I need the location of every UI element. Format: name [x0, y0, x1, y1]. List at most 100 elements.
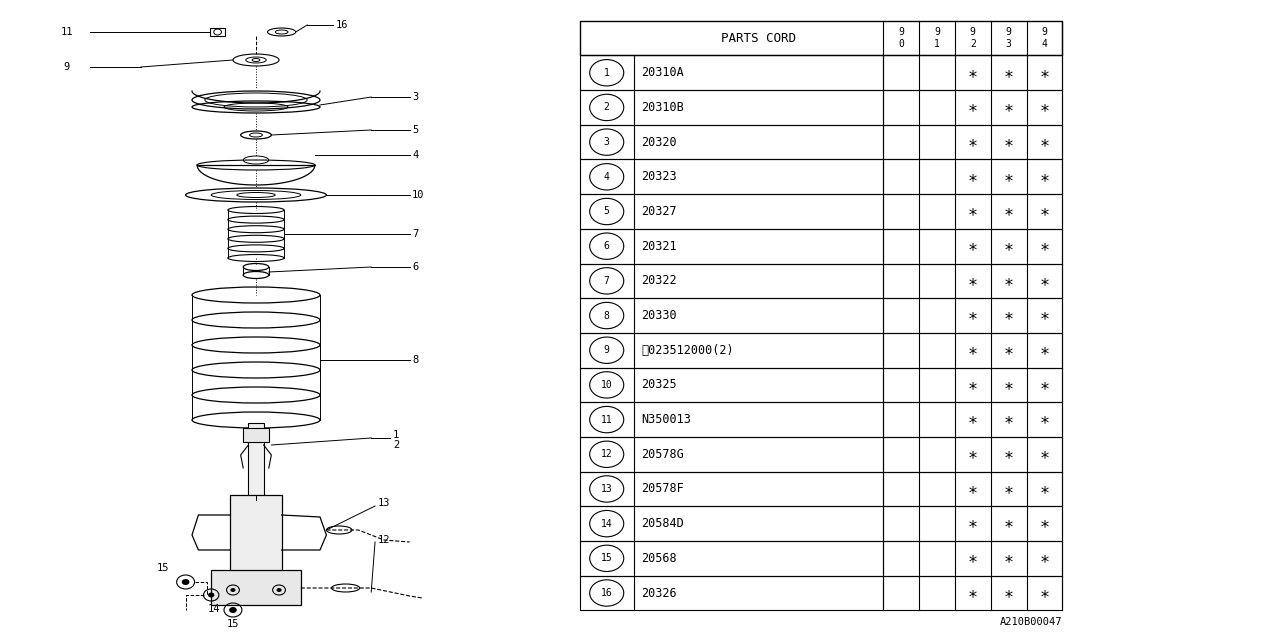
Text: 9
4: 9 4 — [1042, 28, 1047, 49]
Text: 11: 11 — [60, 27, 73, 37]
Text: 7: 7 — [604, 276, 609, 286]
Text: 9
0: 9 0 — [899, 28, 904, 49]
Text: 20568: 20568 — [641, 552, 677, 565]
Text: 10: 10 — [412, 190, 425, 200]
Text: ∗: ∗ — [1039, 480, 1050, 498]
Text: ∗: ∗ — [1004, 341, 1014, 359]
Text: ∗: ∗ — [1039, 515, 1050, 532]
Text: 20323: 20323 — [641, 170, 677, 183]
Text: 9: 9 — [64, 62, 69, 72]
Text: 2: 2 — [393, 440, 399, 450]
Text: ∗: ∗ — [1004, 202, 1014, 221]
Text: ∗: ∗ — [1039, 168, 1050, 186]
Text: 3: 3 — [412, 92, 419, 102]
Text: 5: 5 — [412, 125, 419, 135]
Circle shape — [230, 588, 236, 592]
Text: 15: 15 — [227, 619, 239, 629]
Text: 9
1: 9 1 — [934, 28, 940, 49]
Text: ∗: ∗ — [1039, 99, 1050, 116]
Circle shape — [229, 607, 237, 613]
Text: 6: 6 — [604, 241, 609, 251]
Text: 12: 12 — [600, 449, 613, 460]
Text: ∗: ∗ — [1039, 307, 1050, 324]
Text: ∗: ∗ — [1004, 515, 1014, 532]
FancyBboxPatch shape — [248, 423, 264, 500]
Text: ∗: ∗ — [1039, 272, 1050, 290]
Text: Ⓝ023512000(2): Ⓝ023512000(2) — [641, 344, 733, 356]
Text: 8: 8 — [412, 355, 419, 365]
Text: ∗: ∗ — [968, 480, 978, 498]
Text: ∗: ∗ — [1039, 411, 1050, 429]
Text: N350013: N350013 — [641, 413, 691, 426]
Text: 20310B: 20310B — [641, 101, 684, 114]
Text: ∗: ∗ — [1004, 307, 1014, 324]
Text: 6: 6 — [412, 262, 419, 272]
Text: ∗: ∗ — [968, 515, 978, 532]
Text: ∗: ∗ — [968, 341, 978, 359]
Text: 8: 8 — [604, 310, 609, 321]
Text: 20584D: 20584D — [641, 517, 684, 530]
Text: ∗: ∗ — [968, 168, 978, 186]
Text: ∗: ∗ — [1004, 480, 1014, 498]
Text: ∗: ∗ — [1004, 584, 1014, 602]
Text: ∗: ∗ — [968, 549, 978, 567]
Text: 20578G: 20578G — [641, 448, 684, 461]
Text: 4: 4 — [604, 172, 609, 182]
Text: ∗: ∗ — [968, 133, 978, 151]
Text: ∗: ∗ — [968, 445, 978, 463]
Text: ∗: ∗ — [1004, 445, 1014, 463]
Text: ∗: ∗ — [1004, 168, 1014, 186]
Text: 20321: 20321 — [641, 239, 677, 253]
Text: ∗: ∗ — [1039, 64, 1050, 82]
Text: ∗: ∗ — [968, 202, 978, 221]
Text: ∗: ∗ — [1004, 237, 1014, 255]
FancyBboxPatch shape — [211, 570, 301, 605]
Text: 9
3: 9 3 — [1006, 28, 1011, 49]
Text: 9
2: 9 2 — [970, 28, 975, 49]
Text: ∗: ∗ — [1039, 133, 1050, 151]
Text: ∗: ∗ — [968, 307, 978, 324]
Text: ∗: ∗ — [1039, 237, 1050, 255]
Text: ∗: ∗ — [1039, 549, 1050, 567]
Text: 20322: 20322 — [641, 275, 677, 287]
Text: 4: 4 — [412, 150, 419, 160]
Text: A210B00047: A210B00047 — [1000, 617, 1062, 627]
Text: 20320: 20320 — [641, 136, 677, 148]
Text: ∗: ∗ — [968, 237, 978, 255]
Text: ∗: ∗ — [968, 99, 978, 116]
Text: 20326: 20326 — [641, 586, 677, 600]
Text: 15: 15 — [600, 554, 613, 563]
Text: 2: 2 — [604, 102, 609, 113]
Text: ∗: ∗ — [1004, 99, 1014, 116]
Text: ∗: ∗ — [1004, 549, 1014, 567]
Text: 20578F: 20578F — [641, 483, 684, 495]
Text: ∗: ∗ — [1004, 376, 1014, 394]
Text: ∗: ∗ — [1039, 341, 1050, 359]
FancyBboxPatch shape — [243, 428, 269, 442]
Circle shape — [276, 588, 282, 592]
Text: 1: 1 — [393, 430, 399, 440]
Text: 16: 16 — [600, 588, 613, 598]
Text: 14: 14 — [207, 604, 220, 614]
Text: 20325: 20325 — [641, 378, 677, 392]
Text: ∗: ∗ — [968, 584, 978, 602]
Text: 20310A: 20310A — [641, 67, 684, 79]
Text: 20330: 20330 — [641, 309, 677, 322]
FancyBboxPatch shape — [230, 495, 282, 580]
Text: 13: 13 — [378, 498, 390, 508]
Text: ∗: ∗ — [1039, 376, 1050, 394]
Text: ∗: ∗ — [1039, 584, 1050, 602]
Text: ∗: ∗ — [1004, 64, 1014, 82]
Circle shape — [207, 593, 215, 598]
Text: 9: 9 — [604, 345, 609, 355]
Text: ∗: ∗ — [1039, 445, 1050, 463]
Text: 16: 16 — [335, 20, 348, 30]
Text: 14: 14 — [600, 518, 613, 529]
Text: ∗: ∗ — [968, 411, 978, 429]
Text: 20327: 20327 — [641, 205, 677, 218]
Text: 13: 13 — [600, 484, 613, 494]
Text: ∗: ∗ — [968, 376, 978, 394]
Text: PARTS CORD: PARTS CORD — [721, 31, 796, 45]
Text: 7: 7 — [412, 229, 419, 239]
Text: 15: 15 — [156, 563, 169, 573]
